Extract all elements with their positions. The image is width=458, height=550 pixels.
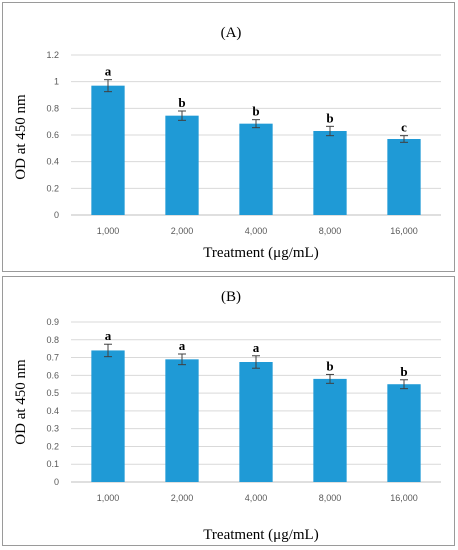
chart-b-significance-letter: a — [253, 340, 260, 355]
chart-b-ytick-label: 0.3 — [46, 424, 59, 434]
chart-b-ytick-label: 0.1 — [46, 459, 59, 469]
chart-b-significance-letter: b — [400, 364, 407, 379]
chart-a-bar — [165, 115, 199, 215]
chart-a-significance-letter: b — [252, 104, 259, 119]
chart-a-xtick-label: 2,000 — [171, 226, 194, 236]
chart-a-ylabel: OD at 450 nm — [13, 94, 29, 180]
chart-b: (B) OD at 450 nm Treatment (μg/mL) 00.10… — [13, 289, 441, 543]
chart-b-bar — [165, 359, 199, 482]
chart-a-bar — [239, 123, 273, 215]
chart-b-plot-area: 0 0.1 0.2 0.3 0.4 0.5 0.6 0.7 0.8 0.9 a 1,000 a 2,000… — [46, 317, 441, 503]
chart-b-ytick-label: 0 — [54, 477, 59, 487]
chart-b-ylabel: OD at 450 nm — [13, 359, 29, 445]
chart-a-ytick-label: 0.8 — [46, 103, 59, 113]
chart-a-ytick-label: 0 — [54, 210, 59, 220]
chart-b-significance-letter: a — [105, 328, 112, 343]
chart-b-bar — [91, 350, 125, 482]
chart-b-ytick-label: 0.2 — [46, 441, 59, 451]
chart-a-title: (A) — [221, 25, 242, 41]
chart-b-xtick-label: 1,000 — [97, 493, 120, 503]
chart-a-significance-letter: b — [326, 110, 333, 125]
chart-b-xtick-label: 16,000 — [390, 493, 418, 503]
chart-b-ytick-label: 0.8 — [46, 335, 59, 345]
chart-b-ytick-label: 0.4 — [46, 406, 59, 416]
chart-b-xtick-label: 4,000 — [245, 493, 268, 503]
chart-a-plot-area: 0 0.2 0.4 0.6 0.8 1 1.2 a 1,000 b 2,000 b 4,000 b 8,00… — [46, 50, 441, 236]
chart-a-ytick-label: 0.2 — [46, 183, 59, 193]
chart-a: (A) OD at 450 nm Treatment (μg/mL) 00.20… — [13, 25, 441, 261]
chart-b-bar — [387, 384, 421, 482]
chart-a-xtick-label: 8,000 — [319, 226, 342, 236]
chart-a-xlabel: Treatment (μg/mL) — [203, 245, 318, 261]
chart-panel-a: (A) OD at 450 nm Treatment (μg/mL) 0 0.2 0… — [2, 2, 455, 272]
chart-a-xtick-label: 4,000 — [245, 226, 268, 236]
chart-b-bar — [239, 362, 273, 482]
chart-a-bar — [387, 139, 421, 215]
chart-a-xtick-label: 1,000 — [97, 226, 120, 236]
chart-b-ytick-label: 0.7 — [46, 353, 59, 363]
chart-a-bar — [91, 85, 125, 216]
chart-b-significance-letter: b — [326, 358, 333, 373]
chart-b-ytick-label: 0.6 — [46, 370, 59, 380]
chart-b-xlabel: Treatment (μg/mL) — [203, 527, 318, 543]
chart-b-xtick-label: 2,000 — [171, 493, 194, 503]
chart-a-significance-letter: c — [401, 120, 407, 135]
chart-b-bar — [313, 378, 347, 482]
chart-a-ytick-label: 1.2 — [46, 50, 59, 60]
chart-b-xtick-label: 8,000 — [319, 493, 342, 503]
chart-b-ytick-label: 0.9 — [46, 317, 59, 327]
chart-a-xtick-label: 16,000 — [390, 226, 418, 236]
chart-a-significance-letter: b — [178, 95, 185, 110]
chart-b-significance-letter: a — [179, 338, 186, 353]
chart-a-bar — [313, 131, 347, 215]
chart-a-ytick-label: 1 — [54, 77, 59, 87]
chart-a-ytick-label: 0.6 — [46, 130, 59, 140]
chart-b-title: (B) — [221, 289, 241, 305]
chart-panel-b: (B) OD at 450 nm Treatment (μg/mL) 0 0.1 0… — [2, 276, 455, 546]
chart-a-significance-letter: a — [105, 64, 112, 79]
chart-b-ytick-label: 0.5 — [46, 388, 59, 398]
chart-a-ytick-label: 0.4 — [46, 157, 59, 167]
